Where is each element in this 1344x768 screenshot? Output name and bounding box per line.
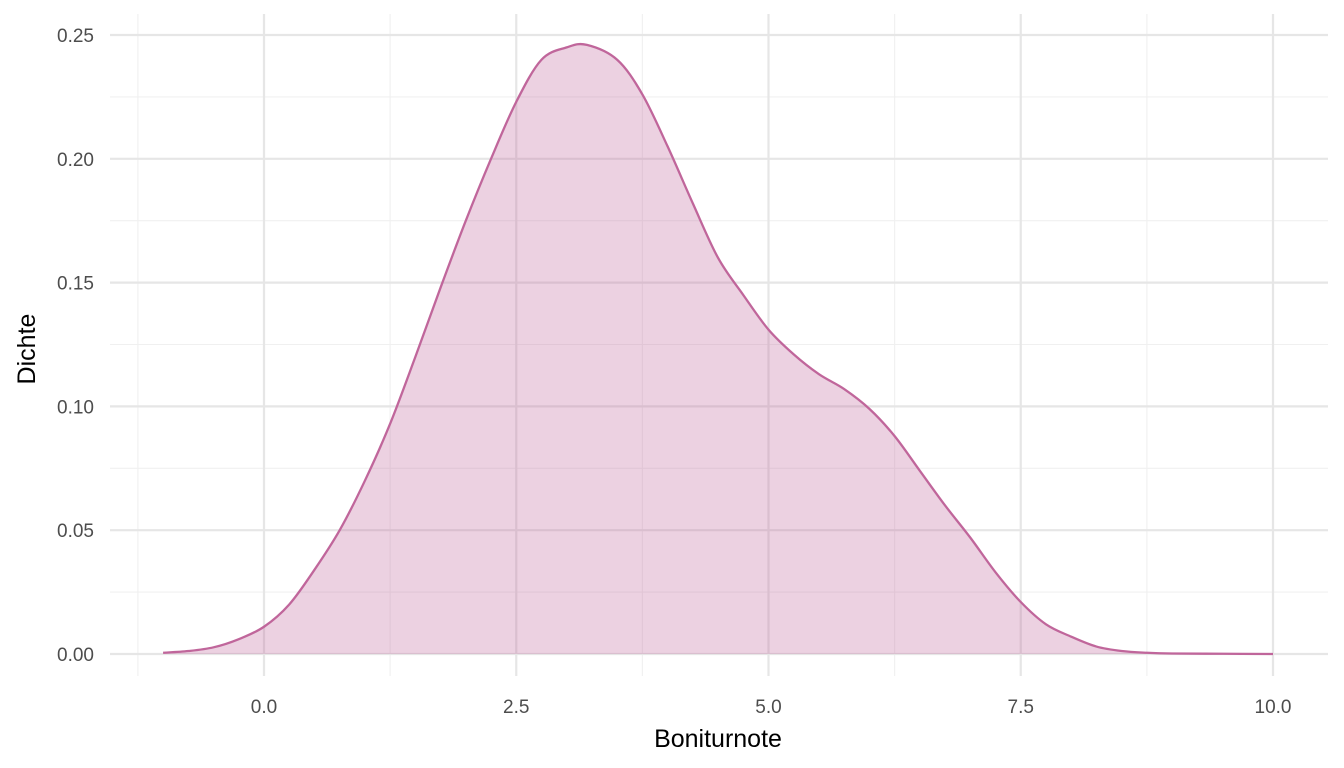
y-tick-label: 0.25 bbox=[57, 26, 94, 47]
plot-area bbox=[163, 42, 1274, 656]
y-tick-label: 0.20 bbox=[57, 150, 94, 171]
y-tick-label: 0.00 bbox=[57, 645, 94, 666]
x-axis-title: Boniturnote bbox=[654, 725, 782, 753]
minor-gridlines bbox=[110, 14, 1328, 676]
x-tick-label: 10.0 bbox=[1255, 697, 1292, 718]
y-axis-tick-labels: 0.00 0.05 0.10 0.15 0.20 0.25 bbox=[57, 26, 94, 666]
x-tick-label: 2.5 bbox=[503, 697, 529, 718]
y-tick-label: 0.15 bbox=[57, 274, 94, 295]
y-axis-title: Dichte bbox=[13, 314, 41, 385]
y-tick-label: 0.10 bbox=[57, 397, 94, 418]
x-tick-label: 5.0 bbox=[755, 697, 781, 718]
y-tick-label: 0.05 bbox=[57, 521, 94, 542]
x-tick-label: 7.5 bbox=[1008, 697, 1034, 718]
x-axis-tick-labels: 0.0 2.5 5.0 7.5 10.0 bbox=[251, 697, 1292, 718]
density-area-fill bbox=[163, 44, 1274, 655]
x-tick-label: 0.0 bbox=[251, 697, 277, 718]
density-line bbox=[163, 42, 1274, 656]
major-gridlines bbox=[110, 14, 1328, 676]
